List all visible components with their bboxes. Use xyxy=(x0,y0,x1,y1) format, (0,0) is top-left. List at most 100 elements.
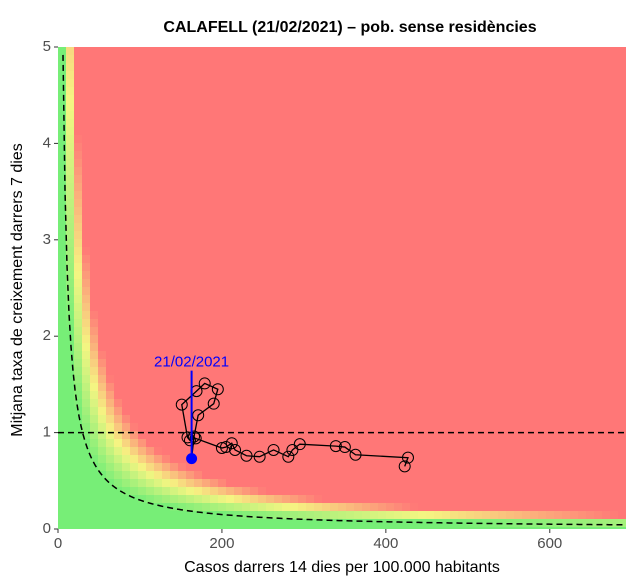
heat-cell xyxy=(250,527,258,529)
heat-cell xyxy=(66,367,74,375)
heat-cell xyxy=(226,487,234,495)
heat-cell xyxy=(162,495,170,503)
heat-cell xyxy=(106,431,114,439)
heat-cell xyxy=(98,503,106,511)
heat-cell xyxy=(130,519,138,527)
heat-cell xyxy=(58,439,66,447)
heat-cell xyxy=(82,247,90,255)
point xyxy=(211,383,224,396)
heat-cell xyxy=(66,55,74,63)
heat-cell xyxy=(258,519,266,527)
heat-cell xyxy=(378,511,386,519)
heat-cell xyxy=(74,223,82,231)
heat-cell xyxy=(218,479,226,487)
heat-cell xyxy=(66,487,74,495)
heat-cell xyxy=(602,519,610,527)
x-axis-title: Casos darrers 14 dies per 100.000 habita… xyxy=(184,559,500,576)
heat-cell xyxy=(530,511,538,519)
heat-cell xyxy=(330,511,338,519)
heat-cell xyxy=(66,495,74,503)
heat-cell xyxy=(114,479,122,487)
heat-cell xyxy=(74,271,82,279)
heat-cell xyxy=(98,519,106,527)
heat-cell xyxy=(66,47,74,55)
heat-cell xyxy=(82,447,90,455)
heat-cell xyxy=(298,511,306,519)
heat-cell xyxy=(202,503,210,511)
heat-cell xyxy=(178,519,186,527)
heat-cell xyxy=(258,511,266,519)
heat-cell xyxy=(242,527,250,529)
heat-cell xyxy=(154,503,162,511)
heat-cell xyxy=(618,527,626,529)
heat-cell xyxy=(154,471,162,479)
heat-cell xyxy=(66,503,74,511)
heat-cell xyxy=(58,47,66,55)
heat-cell xyxy=(122,463,130,471)
heat-cell xyxy=(218,487,226,495)
heat-cell xyxy=(58,183,66,191)
point xyxy=(229,443,242,456)
heat-cell xyxy=(90,519,98,527)
heat-cell xyxy=(98,495,106,503)
heat-cell xyxy=(82,367,90,375)
heat-cell xyxy=(74,431,82,439)
heat-cell xyxy=(306,511,314,519)
heat-cell xyxy=(522,519,530,527)
heat-cell xyxy=(162,487,170,495)
heat-cell xyxy=(74,311,82,319)
heat-cell xyxy=(314,519,322,527)
heat-cell xyxy=(170,527,178,529)
heat-cell xyxy=(410,511,418,519)
heat-cell xyxy=(178,503,186,511)
heat-cell xyxy=(218,519,226,527)
heat-cell xyxy=(58,247,66,255)
heat-cell xyxy=(346,503,354,511)
heat-cell xyxy=(90,359,98,367)
threshold-curve xyxy=(62,54,626,526)
heat-cell xyxy=(74,175,82,183)
heat-cell xyxy=(114,423,122,431)
heat-cell xyxy=(82,479,90,487)
heat-cell xyxy=(58,63,66,71)
heat-cell xyxy=(474,511,482,519)
point xyxy=(293,438,306,451)
heat-cell xyxy=(290,495,298,503)
heat-cell xyxy=(106,447,114,455)
heat-cell xyxy=(82,271,90,279)
heat-cell xyxy=(162,455,170,463)
heat-cell xyxy=(162,503,170,511)
point xyxy=(175,398,188,411)
heat-cell xyxy=(106,511,114,519)
heat-cell xyxy=(162,519,170,527)
point xyxy=(192,409,205,422)
heat-cell xyxy=(82,279,90,287)
heat-cell xyxy=(378,527,386,529)
heat-cell xyxy=(106,423,114,431)
heat-cell xyxy=(90,495,98,503)
heat-cell xyxy=(130,511,138,519)
heat-cell xyxy=(74,303,82,311)
heat-cell xyxy=(58,391,66,399)
heat-cell xyxy=(314,503,322,511)
heat-cell xyxy=(546,527,554,529)
heat-cell xyxy=(74,263,82,271)
heat-cell xyxy=(138,511,146,519)
heat-cell xyxy=(58,415,66,423)
heat-cell xyxy=(146,503,154,511)
heat-cell xyxy=(458,527,466,529)
heat-cell xyxy=(58,119,66,127)
heat-cell xyxy=(186,487,194,495)
heat-cell xyxy=(58,431,66,439)
heat-cell xyxy=(266,527,274,529)
heat-cell xyxy=(298,495,306,503)
heat-cell xyxy=(146,519,154,527)
heat-cell xyxy=(82,503,90,511)
heat-cell xyxy=(98,375,106,383)
heat-cell xyxy=(74,487,82,495)
heat-cell xyxy=(154,511,162,519)
heat-cell xyxy=(306,503,314,511)
heat-cell xyxy=(58,519,66,527)
heat-cell xyxy=(58,199,66,207)
